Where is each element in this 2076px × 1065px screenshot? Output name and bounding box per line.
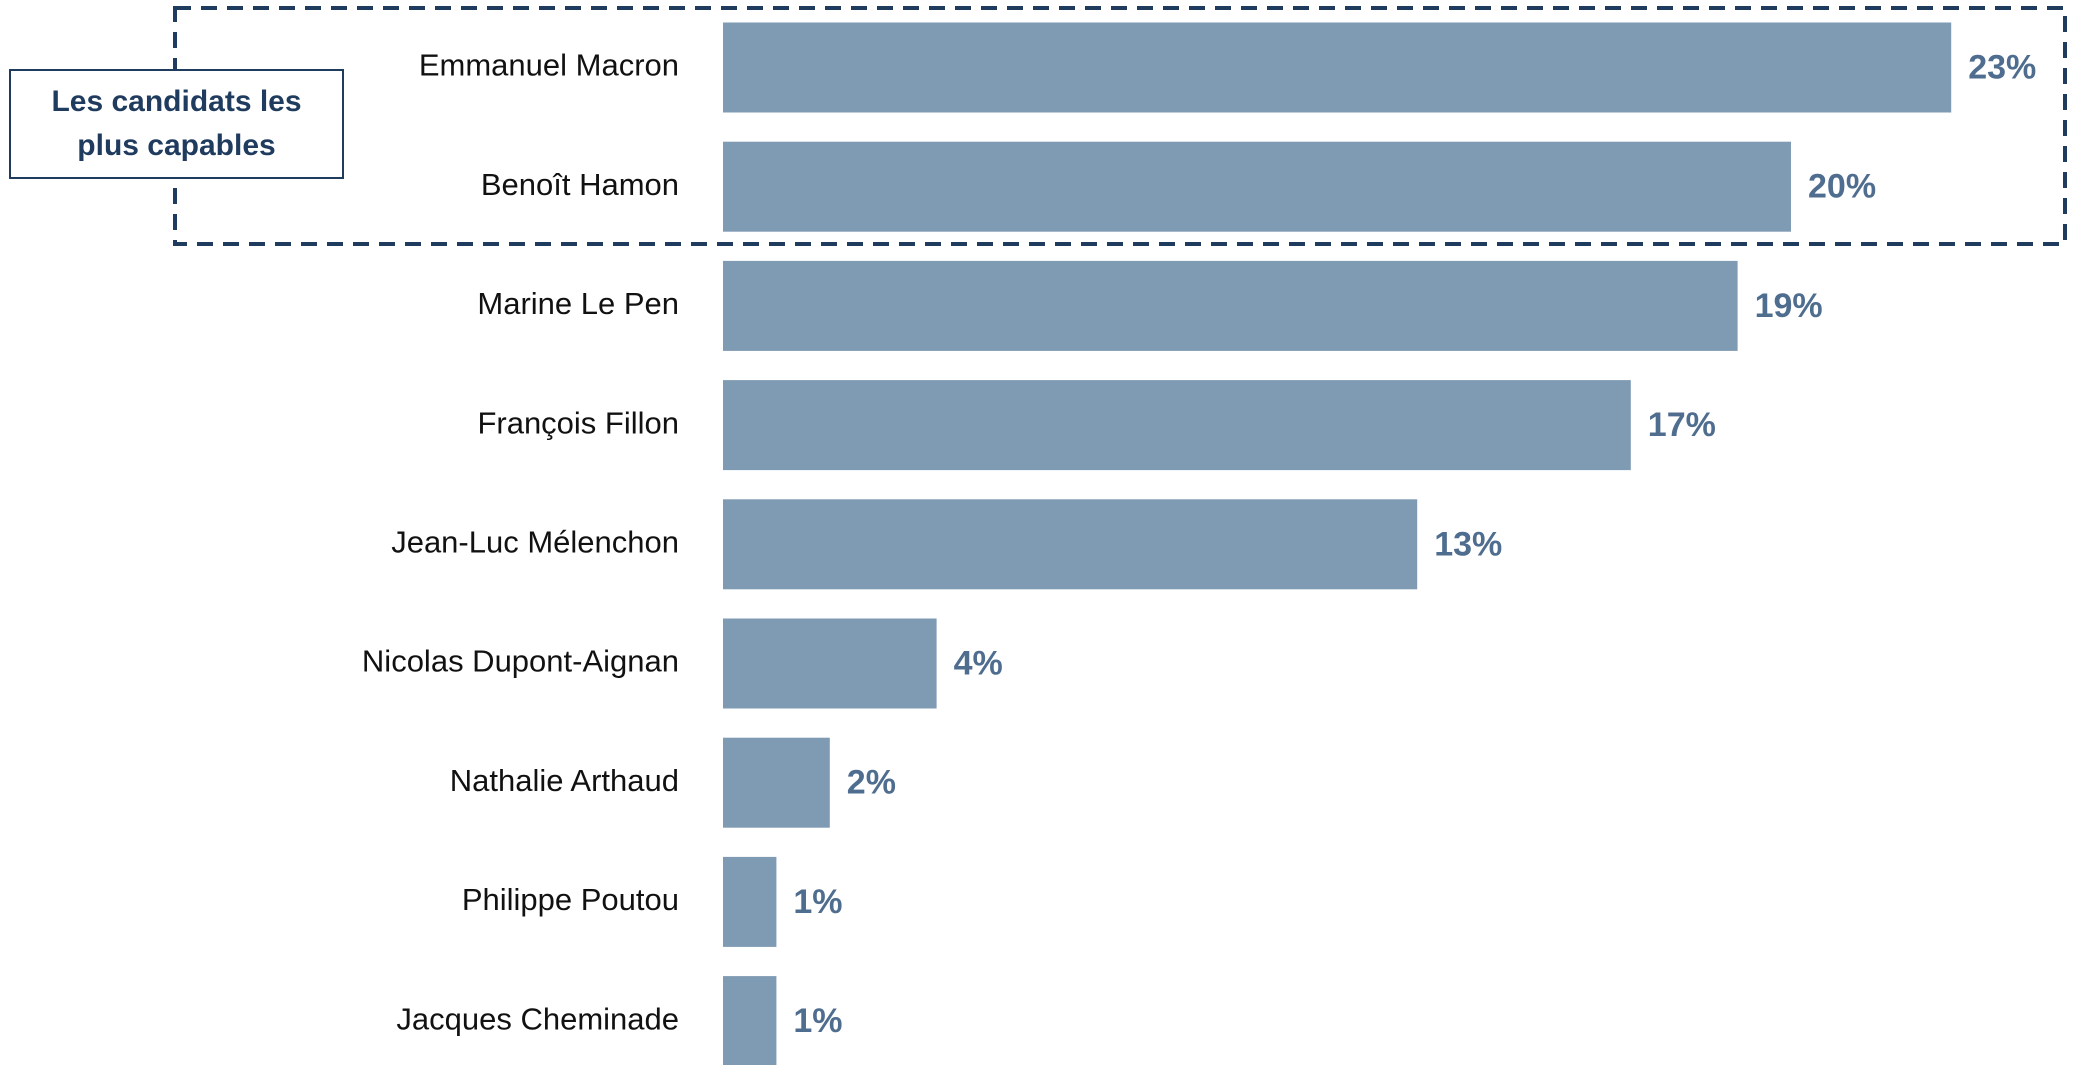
bar — [723, 618, 937, 709]
bar — [723, 22, 1952, 113]
category-label: Nathalie Arthaud — [450, 763, 679, 798]
value-label: 20% — [1808, 168, 1876, 206]
bar — [723, 737, 830, 828]
bar — [723, 976, 777, 1065]
category-label: Nicolas Dupont-Aignan — [362, 644, 679, 679]
category-label: Jean-Luc Mélenchon — [391, 524, 679, 559]
category-label: Emmanuel Macron — [419, 48, 679, 83]
bar — [723, 499, 1418, 590]
bar — [723, 380, 1631, 471]
value-label: 4% — [954, 644, 1003, 682]
category-label: Marine Le Pen — [477, 286, 679, 321]
category-label: Jacques Cheminade — [396, 1001, 679, 1036]
value-label: 1% — [793, 1002, 842, 1040]
category-label: Philippe Poutou — [462, 882, 679, 917]
value-label: 19% — [1755, 287, 1823, 325]
value-label: 17% — [1648, 406, 1716, 444]
category-label: François Fillon — [477, 405, 679, 440]
category-label: Benoît Hamon — [481, 167, 679, 202]
bar — [723, 856, 777, 947]
value-label: 23% — [1968, 48, 2036, 86]
annotation: Les candidats les plus capables — [9, 69, 344, 179]
value-label: 2% — [847, 764, 896, 802]
bar — [723, 141, 1791, 232]
value-label: 1% — [793, 883, 842, 921]
value-label: 13% — [1434, 525, 1502, 563]
bar — [723, 260, 1738, 351]
